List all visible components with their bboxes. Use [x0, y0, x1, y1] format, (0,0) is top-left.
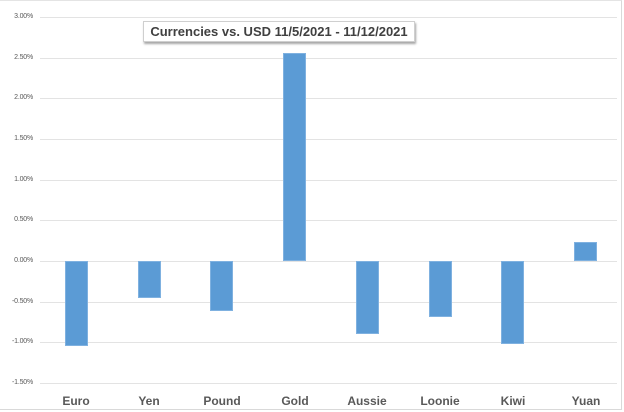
gridline [40, 342, 617, 343]
bar-euro [65, 261, 88, 346]
x-axis-category-label: Aussie [347, 394, 387, 408]
y-axis-tick-label: 1.50% [14, 135, 33, 142]
chart-title: Currencies vs. USD 11/5/2021 - 11/12/202… [150, 24, 408, 39]
y-axis-tick-label: -1.00% [12, 338, 33, 345]
gridline [40, 220, 617, 221]
y-axis-tick-label: 0.50% [14, 216, 33, 223]
bar-yen [138, 261, 161, 298]
gridline [40, 17, 617, 18]
bar-gold [283, 53, 306, 261]
x-axis-category-label: Loonie [420, 394, 460, 408]
bar-pound [210, 261, 233, 311]
x-axis-category-label: Pound [203, 394, 241, 408]
x-axis-category-label: Euro [62, 394, 90, 408]
gridline [40, 98, 617, 99]
y-axis-tick-label: 2.50% [14, 54, 33, 61]
y-axis-tick-label: 0.00% [14, 257, 33, 264]
gridline [40, 180, 617, 181]
gridline [40, 383, 617, 384]
x-axis-category-label: Yen [138, 394, 160, 408]
gridline [40, 302, 617, 303]
x-axis-category-label: Gold [281, 394, 309, 408]
y-axis-tick-label: 2.00% [14, 94, 33, 101]
chart-title-box: Currencies vs. USD 11/5/2021 - 11/12/202… [143, 21, 415, 42]
gridline [40, 139, 617, 140]
x-axis-category-label: Kiwi [500, 394, 526, 408]
x-axis-category-label: Yuan [571, 394, 601, 408]
gridline [40, 261, 617, 262]
gridline [40, 58, 617, 59]
bar-kiwi [501, 261, 524, 344]
bar-aussie [356, 261, 379, 334]
y-axis-tick-label: -1.50% [12, 379, 33, 386]
y-axis-tick-label: 1.00% [14, 176, 33, 183]
bar-yuan [574, 242, 597, 261]
y-axis-tick-label: 3.00% [14, 13, 33, 20]
bar-loonie [429, 261, 452, 317]
y-axis-tick-label: -0.50% [12, 298, 33, 305]
